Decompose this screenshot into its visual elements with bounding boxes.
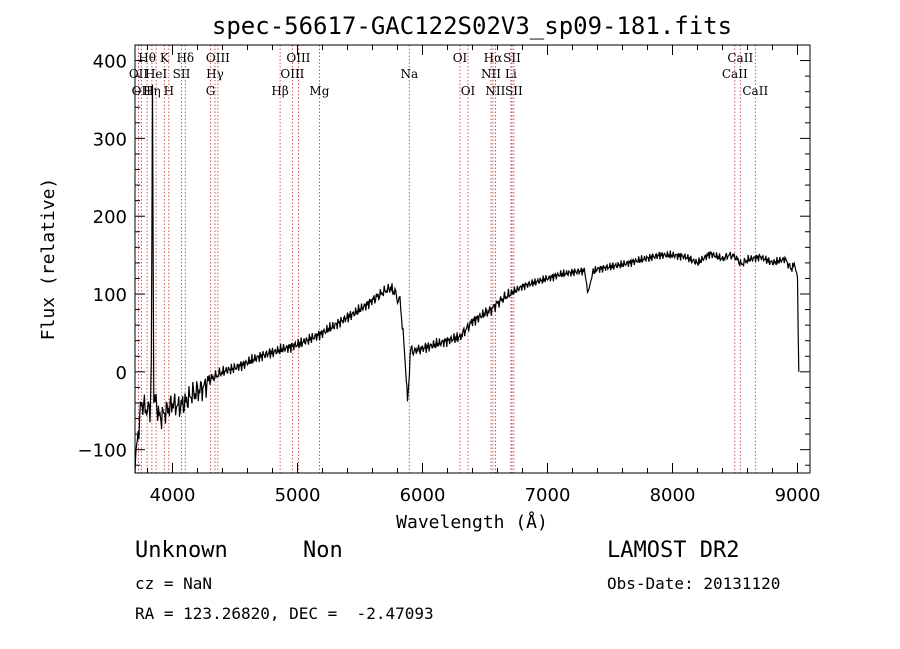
chart-title: spec-56617-GAC122S02V3_sp09-181.fits xyxy=(212,12,732,40)
line-label: OI xyxy=(461,84,476,98)
y-tick-label: 0 xyxy=(116,363,127,384)
y-axis: −100 0 100 200 300 400 xyxy=(78,44,810,466)
line-label: Li xyxy=(505,67,517,81)
x-tick-label: 7000 xyxy=(525,485,571,506)
x-tick-label: 6000 xyxy=(400,485,446,506)
survey-name: LAMOST DR2 xyxy=(607,538,740,563)
line-label: Na xyxy=(400,67,418,81)
line-label: H xyxy=(164,84,174,98)
line-label: CaII xyxy=(742,84,768,98)
x-tick-label: 8000 xyxy=(650,485,696,506)
x-axis: 4000 5000 6000 7000 8000 9000 xyxy=(147,45,821,506)
redshift-text: cz = NaN xyxy=(135,574,213,593)
line-label: SII xyxy=(503,51,521,65)
y-tick-label: 300 xyxy=(93,129,127,150)
line-label: OI xyxy=(453,51,468,65)
line-label: Hβ xyxy=(271,84,288,98)
y-tick-label: 100 xyxy=(93,285,127,306)
x-axis-title: Wavelength (Å) xyxy=(396,511,548,533)
object-class: Unknown xyxy=(135,538,228,563)
line-label: SII xyxy=(505,84,523,98)
y-axis-title: Flux (relative) xyxy=(38,178,59,341)
y-tick-label: 200 xyxy=(93,207,127,228)
spectral-line-labels: OIIOIIHθHηHeIKHSIIHδGHγOIIIHβOIIIOIIIMgN… xyxy=(129,51,769,98)
line-label: NII xyxy=(481,67,501,81)
line-label: NII xyxy=(485,84,505,98)
x-tick-label: 9000 xyxy=(775,485,821,506)
coordinates: RA = 123.26820, DEC = -2.47093 xyxy=(135,604,434,623)
line-label: HeI xyxy=(145,67,168,81)
line-label: CaII xyxy=(722,67,748,81)
plot-frame xyxy=(134,44,811,474)
line-label: G xyxy=(206,84,216,98)
line-label: OIII xyxy=(286,51,310,65)
y-tick-label: 400 xyxy=(93,52,127,73)
line-label: OII xyxy=(132,84,152,98)
line-label: OIII xyxy=(280,67,304,81)
line-label: Hδ xyxy=(176,51,194,65)
x-tick-label: 4000 xyxy=(150,485,196,506)
x-tick-label: 5000 xyxy=(275,485,321,506)
spectral-line-markers xyxy=(138,45,756,473)
line-label: Hα xyxy=(484,51,503,65)
line-label: OIII xyxy=(206,51,230,65)
line-label: Hγ xyxy=(206,67,224,81)
line-label: Hθ xyxy=(138,51,156,65)
line-label: SII xyxy=(173,67,191,81)
obs-date: Obs-Date: 20131120 xyxy=(607,574,781,593)
y-tick-label: −100 xyxy=(78,441,127,462)
line-label: Mg xyxy=(309,84,329,98)
line-label: K xyxy=(160,51,170,65)
object-subclass: Non xyxy=(303,538,343,563)
line-label: OII xyxy=(129,67,149,81)
spectrum-line xyxy=(134,84,800,474)
line-label: CaII xyxy=(727,51,753,65)
